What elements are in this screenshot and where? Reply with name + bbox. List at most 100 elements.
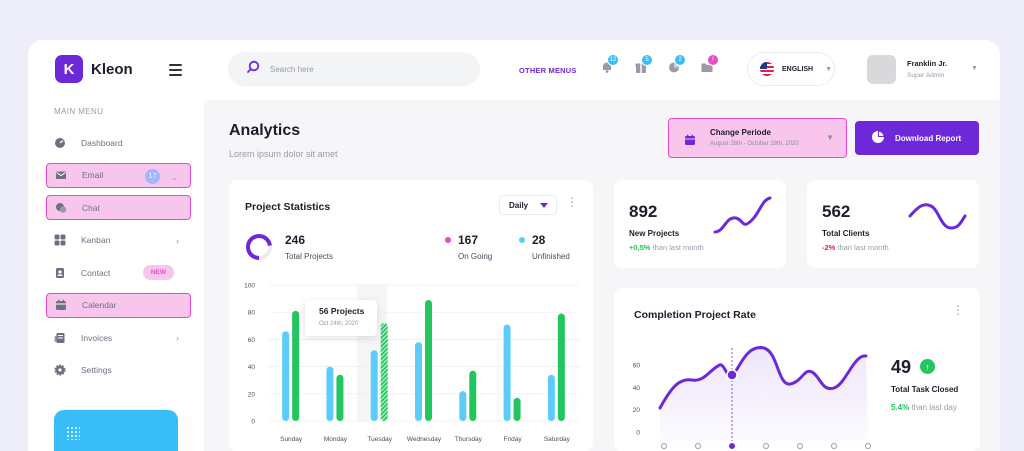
hamburger-menu-icon[interactable]	[169, 64, 182, 79]
completion-rate-title: Completion Project Rate	[634, 309, 756, 321]
bar-ongoing	[425, 299, 432, 421]
change-text: than last day	[909, 403, 957, 412]
completion-rate-line	[658, 346, 868, 410]
x-tick-label: Monday	[324, 436, 348, 443]
sidebar-item-dashboard[interactable]: Dashboard	[46, 130, 191, 155]
sidebar-item-chat[interactable]: Chat	[46, 195, 191, 220]
change-value: 5.4%	[891, 403, 910, 412]
sidebar-item-calendar[interactable]: Calendar	[46, 292, 191, 318]
y-tick-label: 40	[633, 385, 641, 392]
x-axis-point	[661, 443, 667, 449]
sidebar-item-label: Calendar	[82, 300, 117, 310]
total-clients-label: Total Clients	[822, 229, 870, 238]
dots-pattern-icon	[66, 426, 80, 440]
total-projects-label: Total Projects	[285, 252, 334, 261]
y-tick-label: 0	[251, 419, 255, 426]
alert-badge: !	[707, 54, 719, 66]
user-menu-chevron-icon[interactable]: ▼	[971, 65, 978, 72]
email-count-badge: 17	[145, 168, 160, 184]
more-options-icon[interactable]: ⋮	[952, 303, 964, 317]
search-bar[interactable]	[228, 52, 480, 86]
sidebar-item-email[interactable]: Email 17 ⌄	[46, 162, 191, 188]
page-subtitle: Lorem ipsum dolor sit amet	[229, 149, 338, 159]
sidebar-item-label: Contact	[81, 267, 111, 278]
unfinished-dot	[519, 237, 525, 243]
chart-tooltip: 56 Projects Oct 24th, 2020	[305, 300, 377, 336]
gifts-button[interactable]: 5	[634, 54, 653, 78]
other-menus-link[interactable]: OTHER MENUS	[519, 66, 577, 75]
project-statistics-chart: 0 20 40 60 80 100 Sunday Monday Tuesday Wednesday…	[244, 283, 579, 443]
download-report-button[interactable]: Download Report	[855, 121, 979, 155]
more-options-icon[interactable]: ⋮	[566, 195, 578, 209]
ongoing-dot	[445, 237, 451, 243]
gift-count-badge: 5	[641, 54, 653, 66]
x-axis-point	[763, 443, 769, 449]
change-text: than last month	[835, 243, 889, 252]
caret-down-icon	[540, 202, 549, 208]
notification-count-badge: 12	[607, 54, 619, 66]
sidebar-item-invoices[interactable]: Invoices ›	[46, 325, 191, 350]
sidebar-item-kanban[interactable]: Kanban ›	[46, 228, 191, 253]
completion-label: Total Task Closed	[891, 385, 959, 394]
logo[interactable]: K Kleon	[55, 55, 133, 83]
y-tick-label: 20	[633, 407, 641, 414]
arrow-up-icon: ↑	[920, 359, 935, 374]
settings-icon	[54, 364, 66, 376]
bar-ongoing	[557, 313, 565, 421]
mail-icon	[55, 169, 67, 181]
change-value: +0,5%	[629, 243, 651, 252]
bar-ongoing	[380, 323, 388, 421]
bar-unfinished	[370, 350, 378, 421]
contact-icon	[54, 267, 66, 279]
sidebar-item-label: Email	[82, 170, 104, 180]
kanban-icon	[54, 234, 66, 246]
x-tick-label: Thursday	[455, 436, 483, 443]
y-tick-label: 60	[248, 337, 256, 344]
sidebar-item-label: Settings	[81, 365, 112, 375]
change-text: than last month	[650, 243, 704, 252]
ongoing-value: 167	[458, 233, 479, 247]
sidebar-item-contact[interactable]: Contact NEW	[46, 260, 191, 285]
avatar[interactable]	[867, 55, 896, 84]
x-tick-label: Saturday	[544, 436, 571, 443]
completion-change: 5.4% than last day	[891, 403, 957, 412]
sidebar-item-settings[interactable]: Settings	[46, 358, 191, 383]
dashboard-icon	[54, 137, 66, 149]
x-axis-point	[797, 443, 803, 449]
x-tick-label: Tuesday	[367, 436, 392, 443]
x-tick-label: Friday	[504, 436, 523, 443]
change-period-button[interactable]: Change Periode August 28th - October 28t…	[668, 118, 847, 158]
sidebar-menu: Dashboard Email 17 ⌄ Chat Kanban › Conta…	[46, 130, 191, 390]
app-name: Kleon	[91, 60, 133, 78]
chevron-right-icon: ›	[176, 333, 179, 343]
folder-icon	[700, 61, 714, 78]
notification-bell[interactable]: 12	[600, 54, 619, 76]
bar-unfinished	[282, 331, 290, 421]
files-button[interactable]: !	[700, 54, 719, 78]
period-range: August 28th - October 28th, 2020	[710, 141, 799, 147]
hover-point[interactable]	[726, 369, 738, 381]
calendar-icon	[684, 133, 696, 145]
chevron-down-icon: ▼	[826, 133, 834, 142]
gift-icon	[634, 61, 648, 78]
new-projects-card: 892 New Projects +0,5% than last month	[614, 180, 786, 268]
sidebar-item-label: Chat	[82, 202, 100, 213]
search-icon	[246, 60, 260, 79]
top-bar: OTHER MENUS 12 5 2 ! ENGLISH ▼ Franklin …	[204, 40, 1000, 100]
chevron-right-icon: ›	[176, 235, 179, 246]
period-filter-select[interactable]: Daily	[499, 195, 557, 215]
language-label: ENGLISH	[782, 65, 814, 73]
language-select[interactable]: ENGLISH ▼	[747, 52, 835, 86]
reports-button[interactable]: 2	[667, 54, 686, 76]
search-input[interactable]	[270, 64, 450, 74]
chevron-down-icon: ▼	[825, 65, 833, 73]
promo-card[interactable]	[54, 410, 178, 451]
sidebar-item-label: Kanban	[81, 235, 111, 245]
download-report-label: Download Report	[895, 133, 962, 143]
x-axis-point	[695, 443, 701, 449]
sidebar-item-label: Dashboard	[81, 137, 123, 148]
x-axis-point	[831, 443, 837, 449]
new-projects-label: New Projects	[629, 229, 680, 238]
x-axis-point	[865, 443, 871, 449]
us-flag-icon	[760, 62, 774, 76]
